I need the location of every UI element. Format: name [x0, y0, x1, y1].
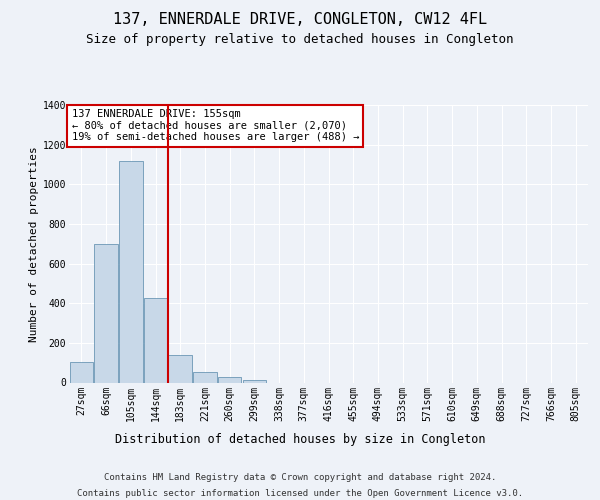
Text: Contains public sector information licensed under the Open Government Licence v3: Contains public sector information licen… — [77, 489, 523, 498]
Text: Size of property relative to detached houses in Congleton: Size of property relative to detached ho… — [86, 32, 514, 46]
Text: Contains HM Land Registry data © Crown copyright and database right 2024.: Contains HM Land Registry data © Crown c… — [104, 472, 496, 482]
Bar — [218, 376, 241, 382]
Y-axis label: Number of detached properties: Number of detached properties — [29, 146, 38, 342]
Bar — [70, 362, 93, 382]
Bar — [119, 160, 143, 382]
Text: 137 ENNERDALE DRIVE: 155sqm
← 80% of detached houses are smaller (2,070)
19% of : 137 ENNERDALE DRIVE: 155sqm ← 80% of det… — [71, 109, 359, 142]
Text: 137, ENNERDALE DRIVE, CONGLETON, CW12 4FL: 137, ENNERDALE DRIVE, CONGLETON, CW12 4F… — [113, 12, 487, 28]
Bar — [242, 380, 266, 382]
Bar — [169, 355, 192, 382]
Bar — [94, 244, 118, 382]
Text: Distribution of detached houses by size in Congleton: Distribution of detached houses by size … — [115, 432, 485, 446]
Bar — [144, 298, 167, 382]
Bar — [193, 372, 217, 382]
